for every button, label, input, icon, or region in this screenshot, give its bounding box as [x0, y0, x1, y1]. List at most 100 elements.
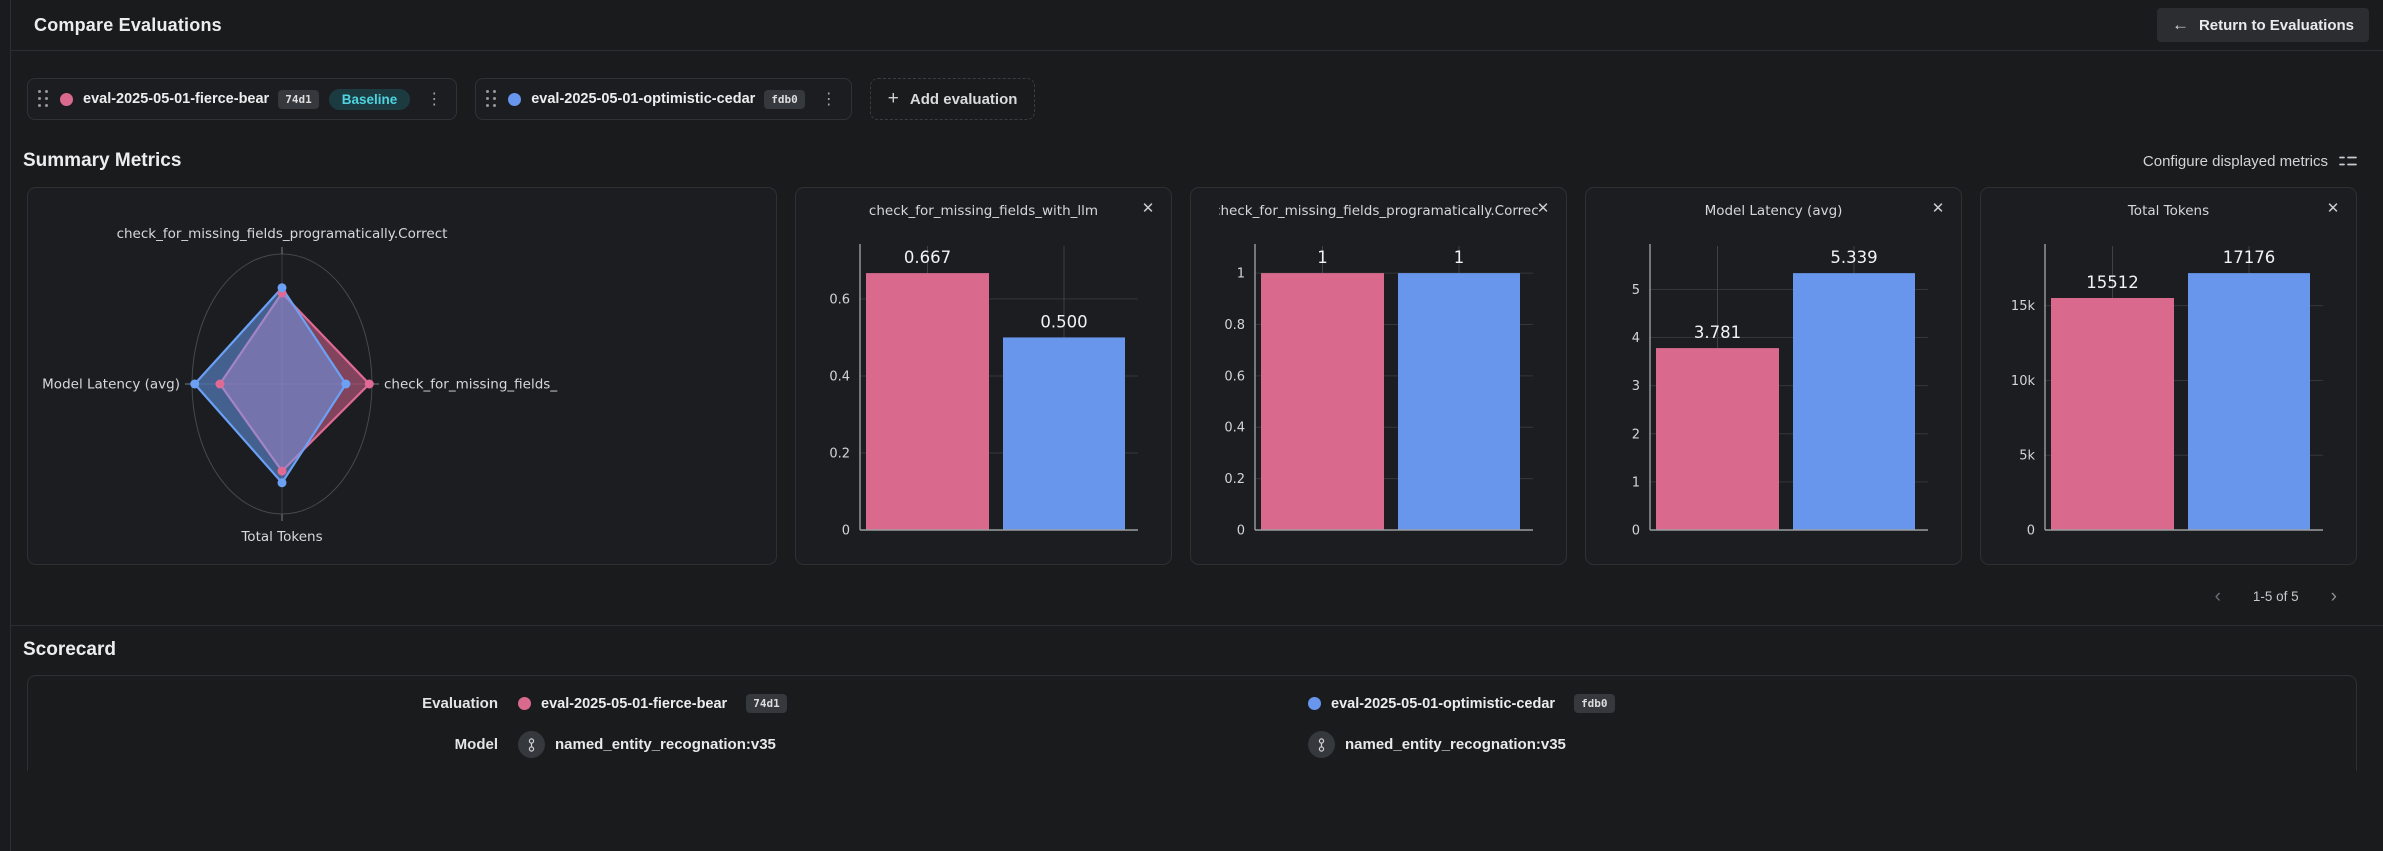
kebab-menu-icon[interactable]: ⋮	[820, 91, 837, 108]
svg-text:0.667: 0.667	[904, 248, 951, 267]
return-button-label: Return to Evaluations	[2198, 16, 2354, 34]
evaluation-id-badge: fdb0	[764, 89, 805, 109]
svg-text:Total Tokens: Total Tokens	[240, 529, 322, 545]
pagination-prev-icon[interactable]: ‹	[2209, 585, 2227, 608]
svg-text:Model Latency (avg): Model Latency (avg)	[42, 377, 180, 393]
top-bar: Compare Evaluations ← Return to Evaluati…	[11, 0, 2383, 51]
bar-chart: 0 0.2 0.4 0.6 0.667 0.500	[796, 236, 1171, 556]
baseline-badge: Baseline	[328, 88, 411, 110]
svg-text:5k: 5k	[2019, 449, 2035, 464]
svg-text:3.781: 3.781	[1694, 323, 1741, 342]
evaluation-color-dot	[1308, 697, 1321, 710]
scorecard-evaluation-row: Evaluation eval-2025-05-01-fierce-bear 7…	[28, 683, 2356, 724]
svg-text:0.6: 0.6	[829, 292, 850, 307]
metric-card-total-tokens: Total Tokens ✕ 0 5k 10k 15k 15512 17176	[1980, 187, 2357, 565]
content-left-border	[10, 0, 11, 851]
svg-text:check_for_missing_fields_progr: check_for_missing_fields_programatically…	[117, 226, 448, 242]
svg-text:0: 0	[1632, 524, 1640, 539]
back-arrow-icon: ←	[2171, 15, 2189, 34]
scorecard-model-baseline[interactable]: named_entity_recognation:v35	[518, 731, 1288, 758]
evaluation-chip-comparison[interactable]: eval-2025-05-01-optimistic-cedar fdb0 ⋮	[475, 78, 852, 120]
drag-handle-icon[interactable]	[38, 90, 49, 108]
svg-text:0.2: 0.2	[829, 446, 850, 461]
metrics-pagination: ‹ 1-5 of 5 ›	[0, 585, 2343, 608]
svg-text:17176: 17176	[2223, 248, 2276, 267]
scorecard-row-label: Evaluation	[422, 695, 498, 712]
svg-text:4: 4	[1632, 331, 1640, 346]
page-title: Compare Evaluations	[34, 14, 222, 35]
model-name: named_entity_recognation:v35	[1345, 736, 1566, 753]
svg-text:5.339: 5.339	[1830, 248, 1877, 267]
scorecard-row-label: Model	[454, 736, 498, 753]
summary-metric-cards: check_for_missing_fields_programatically…	[27, 187, 2357, 565]
svg-text:0.500: 0.500	[1040, 312, 1087, 331]
metric-card-model-latency: Model Latency (avg) ✕ 0 1 2 3 4 5 3.781 5.339	[1585, 187, 1962, 565]
svg-text:0.6: 0.6	[1224, 369, 1245, 384]
model-name: named_entity_recognation:v35	[555, 736, 776, 753]
return-to-evaluations-button[interactable]: ← Return to Evaluations	[2156, 8, 2369, 42]
scorecard-panel: Evaluation eval-2025-05-01-fierce-bear 7…	[27, 675, 2357, 771]
scorecard-evaluation-comparison[interactable]: eval-2025-05-01-optimistic-cedar fdb0	[1308, 694, 2356, 713]
svg-text:0: 0	[2027, 524, 2035, 539]
chart-title: Total Tokens	[2127, 203, 2210, 219]
svg-text:1: 1	[1454, 248, 1465, 267]
metric-card-check-for-missing-fields-with-llm: check_for_missing_fields_with_llm ✕ 0 0.2…	[795, 187, 1172, 565]
svg-text:1: 1	[1237, 267, 1245, 282]
configure-displayed-metrics-button[interactable]: Configure displayed metrics	[2143, 153, 2357, 170]
drag-handle-icon[interactable]	[486, 90, 497, 108]
evaluation-color-dot	[518, 697, 531, 710]
kebab-menu-icon[interactable]: ⋮	[426, 91, 443, 108]
evaluation-name: eval-2025-05-01-fierce-bear	[83, 91, 270, 107]
svg-text:check_for_missing_fields_: check_for_missing_fields_	[384, 377, 557, 393]
scorecard-evaluation-baseline[interactable]: eval-2025-05-01-fierce-bear 74d1	[518, 694, 1288, 713]
radar-chart-card: check_for_missing_fields_programatically…	[27, 187, 777, 565]
close-icon[interactable]: ✕	[2320, 196, 2346, 222]
add-evaluation-button[interactable]: + Add evaluation	[869, 78, 1036, 120]
svg-text:10k: 10k	[2011, 374, 2036, 389]
close-icon[interactable]: ✕	[1925, 196, 1951, 222]
pagination-next-icon[interactable]: ›	[2325, 585, 2343, 608]
chart-title: check_for_missing_fields_programatically…	[1219, 203, 1538, 219]
scorecard-model-row: Model named_entity_recognation:v35	[28, 724, 2356, 765]
evaluation-name: eval-2025-05-01-optimistic-cedar	[1331, 695, 1556, 712]
evaluation-color-dot	[508, 92, 522, 106]
chart-title: check_for_missing_fields_with_llm	[868, 203, 1099, 219]
summary-metrics-header: Summary Metrics Configure displayed metr…	[23, 150, 2357, 172]
evaluation-chips-row: eval-2025-05-01-fierce-bear 74d1 Baselin…	[27, 78, 2383, 120]
bar-chart: 0 5k 10k 15k 15512 17176	[1981, 236, 2356, 556]
scorecard-model-comparison[interactable]: named_entity_recognation:v35	[1308, 731, 2356, 758]
model-icon	[1308, 731, 1335, 758]
svg-text:0.2: 0.2	[1224, 472, 1245, 487]
summary-metrics-title: Summary Metrics	[23, 150, 182, 171]
svg-text:0.4: 0.4	[1224, 421, 1245, 436]
scorecard-title: Scorecard	[23, 639, 116, 660]
chart-title: Model Latency (avg)	[1704, 203, 1843, 219]
evaluation-chip-baseline[interactable]: eval-2025-05-01-fierce-bear 74d1 Baselin…	[27, 78, 458, 120]
model-icon	[518, 731, 545, 758]
svg-text:2: 2	[1632, 427, 1640, 442]
plus-icon: +	[887, 88, 899, 109]
svg-text:3: 3	[1632, 379, 1640, 394]
evaluation-id-badge: 74d1	[278, 89, 319, 109]
evaluation-name: eval-2025-05-01-optimistic-cedar	[531, 91, 756, 107]
svg-text:0: 0	[842, 524, 850, 539]
close-icon[interactable]: ✕	[1530, 196, 1556, 222]
svg-text:0.4: 0.4	[829, 369, 850, 384]
evaluation-color-dot	[60, 92, 73, 106]
svg-text:0: 0	[1237, 524, 1245, 539]
svg-text:0.8: 0.8	[1224, 318, 1245, 333]
bar-chart: 0 0.2 0.4 0.6 0.8 1 1 1	[1191, 236, 1566, 556]
svg-text:15k: 15k	[2011, 299, 2036, 314]
radar-chart: check_for_missing_fields_programatically…	[28, 188, 776, 564]
configure-metrics-icon	[2339, 156, 2357, 166]
bar-chart: 0 1 2 3 4 5 3.781 5.339	[1586, 236, 1961, 556]
svg-text:1: 1	[1317, 248, 1328, 267]
evaluation-id-badge: 74d1	[746, 694, 787, 713]
svg-text:15512: 15512	[2086, 273, 2139, 292]
close-icon[interactable]: ✕	[1135, 196, 1161, 222]
add-evaluation-label: Add evaluation	[909, 90, 1018, 108]
svg-text:1: 1	[1632, 475, 1640, 490]
metric-card-check-for-missing-fields-programatically: check_for_missing_fields_programatically…	[1190, 187, 1567, 565]
configure-label: Configure displayed metrics	[2142, 152, 2328, 170]
evaluation-id-badge: fdb0	[1574, 694, 1615, 713]
